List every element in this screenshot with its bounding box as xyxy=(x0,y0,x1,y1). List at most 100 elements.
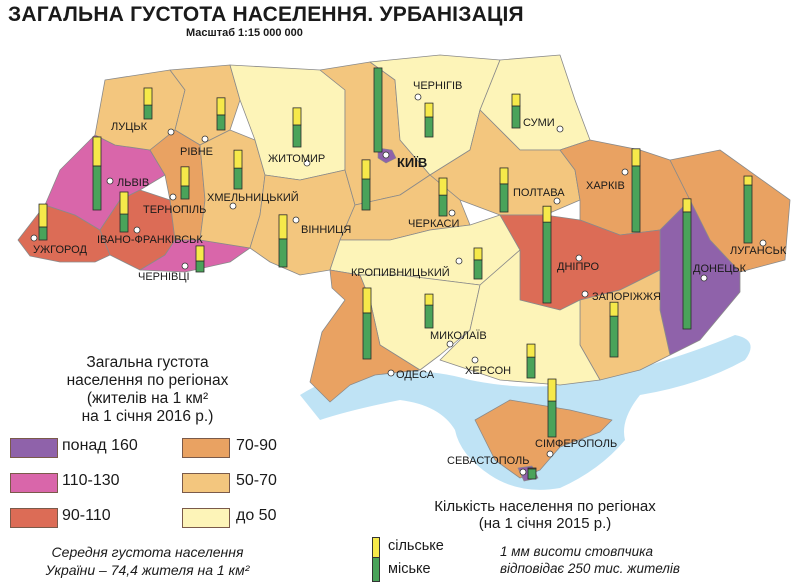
urban-population-bar xyxy=(143,104,153,120)
urban-population-bar xyxy=(119,213,129,233)
rural-population-bar xyxy=(233,149,243,169)
rural-population-bar xyxy=(609,301,619,317)
legend-label: 90-110 xyxy=(62,507,111,524)
city-label: УЖГОРОД xyxy=(33,244,87,256)
population-bar-cherkasy xyxy=(438,177,448,217)
city-label: ЛУГАНСЬК xyxy=(730,245,787,257)
rural-population-bar xyxy=(547,378,557,402)
region-chernivtsi xyxy=(139,239,251,273)
population-bar-rivne xyxy=(216,97,226,131)
population-legend-title-line: Кількість населення по регіонах xyxy=(434,498,656,515)
city-label: ДНІПРО xyxy=(557,261,599,273)
city-label: ЛЬВІВ xyxy=(117,177,149,189)
city-label: ЖИТОМИР xyxy=(268,153,325,165)
rural-population-bar xyxy=(631,148,641,167)
rural-population-bar xyxy=(361,159,371,180)
city-dot xyxy=(575,254,583,262)
urban-population-bar xyxy=(682,211,692,330)
population-bar-vinnytsia xyxy=(278,214,288,268)
urban-population-bar xyxy=(631,165,641,233)
city-label: СУМИ xyxy=(523,117,555,129)
city-dot xyxy=(556,125,564,133)
population-bar-kharkiv xyxy=(631,148,641,233)
population-bar-sevastopol xyxy=(527,467,537,480)
population-bar-volyn xyxy=(143,87,153,120)
legend-rural-bar xyxy=(372,537,380,558)
urban-population-bar xyxy=(216,114,226,131)
legend-label: 110-130 xyxy=(62,472,120,489)
population-bar-poltava xyxy=(499,167,509,213)
rural-population-bar xyxy=(424,102,434,118)
density-legend-title-line: (жителів на 1 км² xyxy=(86,390,209,407)
population-bar-zakarpattia xyxy=(38,203,48,241)
city-dot xyxy=(446,340,454,348)
city-dot xyxy=(106,177,114,185)
legend-label: 50-70 xyxy=(236,472,277,489)
region-crimea xyxy=(474,399,613,479)
average-density-line: Середня густота населення xyxy=(51,544,244,560)
city-dot xyxy=(581,290,589,298)
city-dot xyxy=(759,239,767,247)
urban-population-bar xyxy=(547,400,557,438)
city-label: ВІННИЦЯ xyxy=(301,224,351,236)
city-label: СЕВАСТОПОЛЬ xyxy=(447,455,529,467)
rural-population-bar xyxy=(180,166,190,187)
city-label: ПОЛТАВА xyxy=(513,187,565,199)
rural-population-bar xyxy=(682,198,692,213)
city-label: СІМФЕРОПОЛЬ xyxy=(535,438,617,450)
legend-swatch-50-70 xyxy=(182,473,230,493)
density-legend-title-line: населення по регіонах xyxy=(66,372,229,389)
city-label: ІВАНО-ФРАНКІВСЬК xyxy=(97,234,203,246)
city-label: ТЕРНОПІЛЬ xyxy=(143,204,206,216)
legend-label: 70-90 xyxy=(236,437,277,454)
urban-population-bar xyxy=(527,468,537,480)
population-bar-kherson xyxy=(526,343,536,379)
city-dot xyxy=(519,468,527,476)
city-dot xyxy=(471,356,479,364)
urban-population-bar xyxy=(278,238,288,268)
legend-urban-bar xyxy=(372,557,380,582)
population-legend-title-line: (на 1 січня 2015 р.) xyxy=(478,515,612,532)
rural-population-bar xyxy=(292,107,302,126)
urban-population-bar xyxy=(473,259,483,280)
legend-swatch-under-50 xyxy=(182,508,230,528)
urban-population-bar xyxy=(499,183,509,213)
city-dot xyxy=(201,135,209,143)
urban-population-bar xyxy=(38,226,48,241)
city-dot xyxy=(229,202,237,210)
city-label: ЗАПОРІЖЖЯ xyxy=(592,291,661,303)
city-dot xyxy=(303,159,311,167)
urban-population-bar xyxy=(373,67,383,153)
urban-population-bar xyxy=(526,356,536,379)
population-bar-donetsk xyxy=(682,198,692,330)
city-label: РІВНЕ xyxy=(180,146,213,158)
density-legend-title: Загальна густота населення по регіонах (… xyxy=(20,354,275,426)
legend-swatch-110-130 xyxy=(10,473,58,493)
city-label: ХЕРСОН xyxy=(465,365,511,377)
legend-swatch-70-90 xyxy=(182,438,230,458)
average-density-note: Середня густота населення України – 74,4… xyxy=(15,543,280,579)
rural-population-bar xyxy=(511,93,521,107)
urban-population-bar xyxy=(424,304,434,329)
population-bar-khmelnytskyi xyxy=(233,149,243,190)
rural-population-bar xyxy=(195,245,205,262)
rural-population-bar xyxy=(424,293,434,306)
city-label: ОДЕСА xyxy=(396,369,435,381)
population-bar-crimea xyxy=(547,378,557,438)
rural-population-bar xyxy=(438,177,448,196)
rural-population-bar xyxy=(526,343,536,358)
legend-urban-label: міське xyxy=(388,561,431,577)
population-bar-sumy xyxy=(511,93,521,129)
population-bar-chernihiv xyxy=(424,102,434,138)
urban-population-bar xyxy=(438,194,448,217)
city-dot xyxy=(30,234,38,242)
rural-population-bar xyxy=(542,205,552,223)
city-dot xyxy=(167,128,175,136)
population-bar-kirovohrad xyxy=(473,247,483,280)
urban-population-bar xyxy=(292,124,302,148)
rural-population-bar xyxy=(119,191,129,215)
city-dot xyxy=(169,193,177,201)
city-dot xyxy=(621,168,629,176)
rural-population-bar xyxy=(527,467,537,470)
average-density-line: України – 74,4 жителя на 1 км² xyxy=(45,562,250,578)
